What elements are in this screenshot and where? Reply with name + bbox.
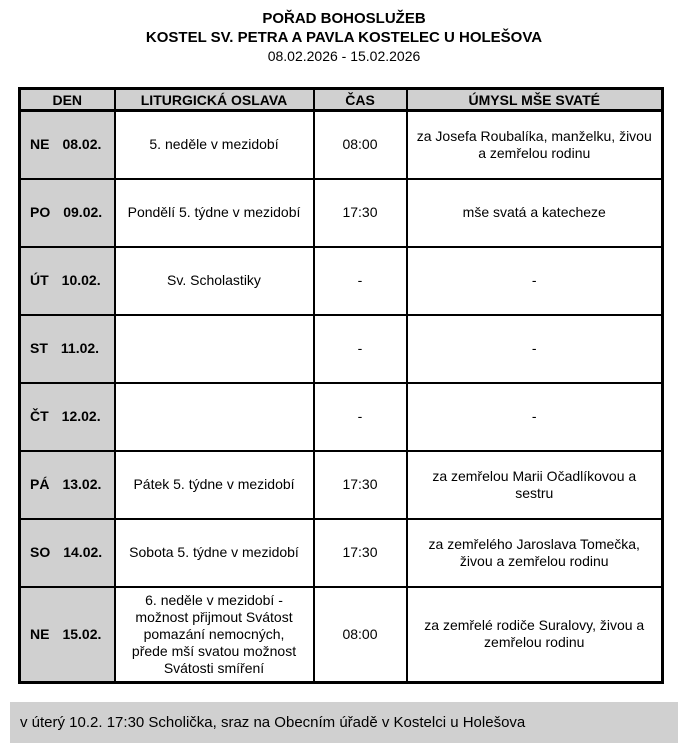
day-abbr: PO xyxy=(30,204,51,220)
day-date: 11.02. xyxy=(60,340,100,356)
day-date: 09.02. xyxy=(63,204,103,220)
celebration-cell: 6. neděle v mezidobí - možnost přijmout … xyxy=(113,585,315,683)
time-cell: - xyxy=(312,313,408,384)
day-date: 13.02. xyxy=(62,476,102,492)
column-header-celebration: LITURGICKÁ OSLAVA xyxy=(113,87,315,112)
day-date: 14.02. xyxy=(63,544,103,560)
intention-cell: - xyxy=(405,381,664,452)
table-row: ST 11.02. - - xyxy=(18,313,664,384)
column-header-day: DEN xyxy=(18,87,116,112)
day-cell: ÚT 10.02. xyxy=(18,245,116,316)
schedule-table-header: DEN LITURGICKÁ OSLAVA ČAS ÚMYSL MŠE SVAT… xyxy=(18,87,664,112)
time-cell: - xyxy=(312,381,408,452)
header-row: DEN LITURGICKÁ OSLAVA ČAS ÚMYSL MŠE SVAT… xyxy=(18,87,664,112)
day-abbr: NE xyxy=(30,625,50,642)
celebration-cell xyxy=(113,381,315,452)
schedule-table: DEN LITURGICKÁ OSLAVA ČAS ÚMYSL MŠE SVAT… xyxy=(18,87,664,684)
day-date: 08.02. xyxy=(62,136,102,153)
table-row: SO 14.02. Sobota 5. týdne v mezidobí 17:… xyxy=(18,517,664,588)
celebration-cell: 5. neděle v mezidobí xyxy=(113,109,315,180)
page-title: POŘAD BOHOSLUŽEB xyxy=(262,10,426,27)
schedule-table-body: NE 08.02. 5. neděle v mezidobí 08:00 za … xyxy=(18,109,664,683)
intention-cell: - xyxy=(405,245,664,316)
day-date: 10.02. xyxy=(61,272,101,288)
day-cell: ČT 12.02. xyxy=(18,381,116,452)
table-row: PO 09.02. Pondělí 5. týdne v mezidobí 17… xyxy=(18,177,664,248)
day-abbr: SO xyxy=(30,544,51,560)
intention-cell: za zemřelého Jaroslava Tomečka, živou a … xyxy=(405,517,664,588)
celebration-cell: Sobota 5. týdne v mezidobí xyxy=(113,517,315,588)
table-row: NE 08.02. 5. neděle v mezidobí 08:00 za … xyxy=(18,109,664,180)
time-cell: 17:30 xyxy=(312,449,408,520)
day-cell: PO 09.02. xyxy=(18,177,116,248)
day-cell: NE 15.02. xyxy=(18,585,116,683)
table-row: ÚT 10.02. Sv. Scholastiky - - xyxy=(18,245,664,316)
day-abbr: NE xyxy=(30,136,50,153)
table-row: NE 15.02. 6. neděle v mezidobí - možnost… xyxy=(18,585,664,683)
time-cell: 08:00 xyxy=(312,109,408,180)
intention-cell: za Josefa Roubalíka, manželku, živou a z… xyxy=(405,109,664,180)
day-cell: PÁ 13.02. xyxy=(18,449,116,520)
intention-cell: mše svatá a katecheze xyxy=(405,177,664,248)
page-subtitle: KOSTEL SV. PETRA A PAVLA KOSTELEC U HOLE… xyxy=(145,29,543,46)
celebration-cell xyxy=(113,313,315,384)
document-header: POŘAD BOHOSLUŽEB KOSTEL SV. PETRA A PAVL… xyxy=(0,0,688,66)
day-cell: ST 11.02. xyxy=(18,313,116,384)
intention-cell: - xyxy=(405,313,664,384)
time-cell: 08:00 xyxy=(312,585,408,683)
time-cell: 17:30 xyxy=(312,177,408,248)
day-date: 12.02. xyxy=(61,408,101,424)
celebration-cell: Sv. Scholastiky xyxy=(113,245,315,316)
day-abbr: ČT xyxy=(30,408,49,424)
time-cell: 17:30 xyxy=(312,517,408,588)
intention-cell: za zemřelou Marii Očadlíkovou a sestru xyxy=(405,449,664,520)
time-cell: - xyxy=(312,245,408,316)
celebration-cell: Pátek 5. týdne v mezidobí xyxy=(113,449,315,520)
day-cell: NE 08.02. xyxy=(18,109,116,180)
date-range: 08.02.2026 - 15.02.2026 xyxy=(267,48,421,64)
day-abbr: PÁ xyxy=(30,476,50,492)
column-header-intention: ÚMYSL MŠE SVATÉ xyxy=(405,87,664,112)
column-header-time: ČAS xyxy=(312,87,408,112)
table-row: ČT 12.02. - - xyxy=(18,381,664,452)
footer-note: v úterý 10.2. 17:30 Scholička, sraz na O… xyxy=(10,701,678,743)
intention-cell: za zemřelé rodiče Suralovy, živou a zemř… xyxy=(405,585,664,683)
day-date: 15.02. xyxy=(62,625,102,642)
celebration-cell: Pondělí 5. týdne v mezidobí xyxy=(113,177,315,248)
day-abbr: ÚT xyxy=(30,272,49,288)
table-row: PÁ 13.02. Pátek 5. týdne v mezidobí 17:3… xyxy=(18,449,664,520)
day-cell: SO 14.02. xyxy=(18,517,116,588)
day-abbr: ST xyxy=(30,340,48,356)
